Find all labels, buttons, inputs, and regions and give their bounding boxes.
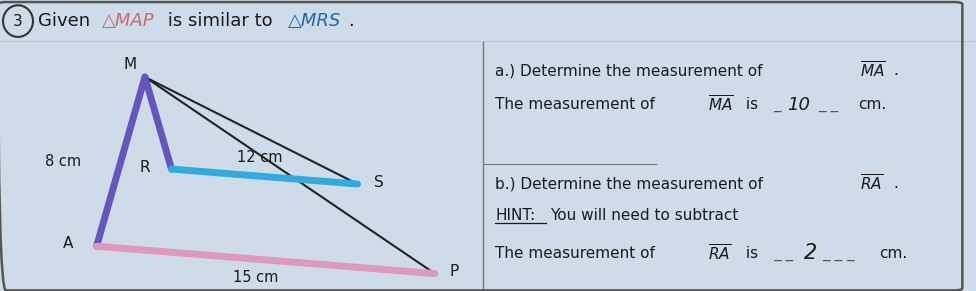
Text: is: is [741, 246, 762, 261]
Text: $\overline{MA}$: $\overline{MA}$ [861, 61, 886, 81]
Text: The measurement of: The measurement of [495, 97, 660, 112]
Text: M: M [124, 57, 137, 72]
Text: _ _: _ _ [818, 97, 838, 112]
Text: 10: 10 [788, 96, 810, 114]
Text: _ _: _ _ [773, 246, 793, 261]
Text: S: S [375, 175, 385, 190]
Text: .: . [894, 63, 899, 79]
Text: 2: 2 [803, 243, 817, 263]
Text: $\overline{RA}$: $\overline{RA}$ [709, 243, 731, 263]
Text: △MRS: △MRS [288, 12, 342, 30]
Text: 8 cm: 8 cm [45, 154, 81, 169]
Text: a.) Determine the measurement of: a.) Determine the measurement of [495, 63, 768, 79]
Text: 12 cm: 12 cm [237, 150, 282, 165]
Text: cm.: cm. [878, 246, 907, 261]
Text: HINT:: HINT: [495, 208, 536, 223]
Text: A: A [62, 236, 73, 251]
Text: is similar to: is similar to [162, 12, 278, 30]
Text: cm.: cm. [858, 97, 886, 112]
Text: _: _ [773, 97, 781, 112]
Text: 15 cm: 15 cm [233, 270, 279, 285]
Text: .: . [348, 12, 353, 30]
Text: is: is [741, 97, 762, 112]
Text: .: . [894, 176, 899, 191]
Text: △MAP: △MAP [102, 12, 154, 30]
Text: _ _ _: _ _ _ [822, 246, 854, 261]
Text: The measurement of: The measurement of [495, 246, 660, 261]
Text: b.) Determine the measurement of: b.) Determine the measurement of [495, 176, 768, 191]
Text: R: R [140, 160, 150, 175]
Text: You will need to subtract: You will need to subtract [550, 208, 739, 223]
Text: $\overline{MA}$: $\overline{MA}$ [709, 95, 734, 115]
Text: Given: Given [38, 12, 96, 30]
Text: 3: 3 [13, 14, 22, 29]
Text: $\overline{RA}$: $\overline{RA}$ [861, 174, 883, 194]
Text: P: P [450, 264, 459, 278]
